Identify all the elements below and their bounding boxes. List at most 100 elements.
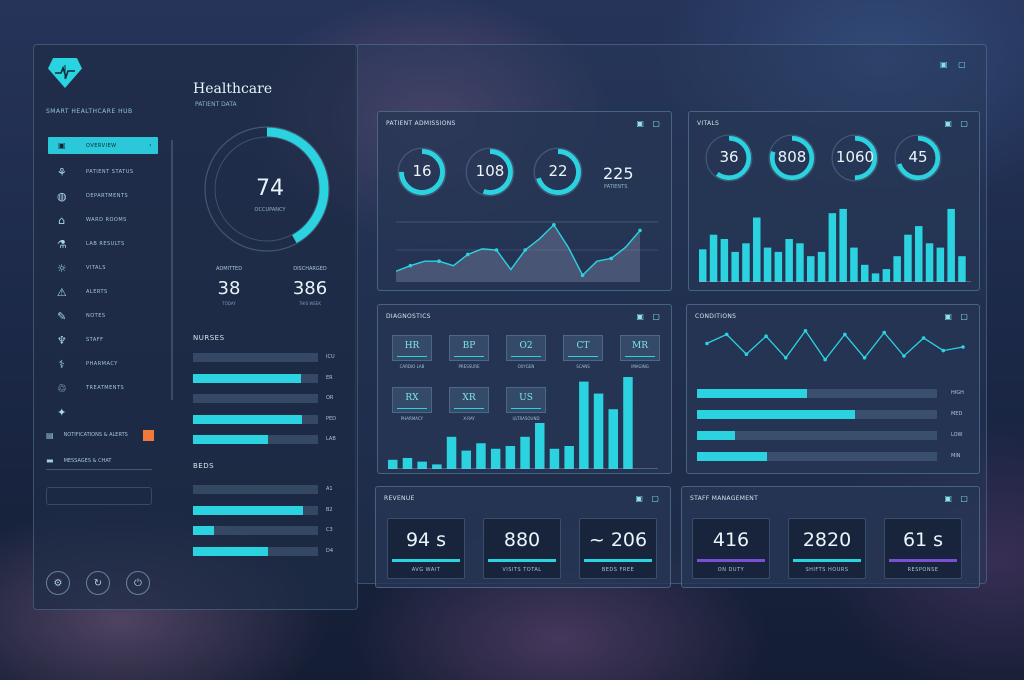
admitted-caption: ADMITTED	[215, 266, 243, 272]
search-box[interactable]	[46, 487, 152, 505]
diagnostic-tile[interactable]: US	[506, 387, 546, 413]
diagnostic-tile[interactable]: BP	[449, 335, 489, 361]
beds-bar-fill	[193, 546, 268, 556]
home-icon: ⌂	[58, 213, 66, 227]
diagnostic-tile[interactable]: MR	[620, 335, 660, 361]
sidebar-item-7[interactable]: ✎ NOTES	[48, 304, 158, 328]
sidebar-item-label: LAB RESULTS	[86, 241, 125, 247]
diagnostic-tile[interactable]: O2	[506, 335, 546, 361]
notifications-item[interactable]: ▤ NOTIFICATIONS & ALERTS	[46, 428, 154, 442]
window-controls[interactable]: ▣ ▢	[940, 60, 970, 69]
diagnostics-card-icons[interactable]: ▣ ▢	[636, 312, 663, 321]
vitals-bar	[936, 247, 945, 282]
diagnostics-bar	[549, 448, 560, 469]
condition-bar	[697, 389, 937, 398]
admissions-title: PATIENT ADMISSIONS	[386, 120, 456, 127]
conditions-point	[744, 352, 749, 356]
revenue-kpi-tile[interactable]: 880 VISITS TOTAL	[483, 518, 561, 579]
revenue-kpi-tile[interactable]: ~ 206 BEDS FREE	[579, 518, 657, 579]
diagnostic-tile[interactable]: RX	[392, 387, 432, 413]
diagnostic-tile[interactable]: CT	[563, 335, 603, 361]
vitals-bar	[861, 264, 869, 282]
admissions-point	[437, 259, 441, 263]
admissions-line-chart	[396, 221, 658, 282]
diagnostic-tile-code: BP	[462, 341, 476, 351]
revenue-kpi-accent	[584, 559, 652, 562]
revenue-card-icons[interactable]: ▣ ▢	[635, 494, 662, 503]
diagnostic-tile-underline	[511, 408, 541, 409]
diagnostic-tile[interactable]: HR	[392, 335, 432, 361]
sidebar-panel	[33, 44, 358, 610]
revenue-kpi-label: AVG WAIT	[411, 567, 441, 573]
sidebar-item-0[interactable]: ▣ OVERVIEW ›	[48, 137, 158, 154]
conditions-point	[862, 356, 867, 360]
star-icon: ✦	[57, 405, 67, 419]
vitals-bar	[947, 208, 955, 282]
staff-kpi-value: 416	[712, 529, 750, 551]
diagnostic-tile-underline	[397, 408, 427, 409]
sidebar-item-6[interactable]: ⚠ ALERTS	[48, 280, 158, 304]
vitals-bar	[731, 251, 739, 282]
power-icon[interactable]: ⏻	[126, 571, 150, 595]
sidebar-item-4[interactable]: ⚗ LAB RESULTS	[48, 232, 158, 256]
diagnostics-bar	[593, 393, 604, 469]
beds-title: BEDS	[193, 462, 215, 470]
beds-bar-label: C3	[326, 527, 333, 533]
sidebar-item-11[interactable]: ✦	[48, 400, 158, 424]
staff-kpi-tile[interactable]: 61 s RESPONSE	[884, 518, 962, 579]
admissions-point	[408, 263, 413, 268]
refresh-icon[interactable]: ↻	[86, 571, 110, 595]
diagnostics-bar	[461, 450, 471, 469]
nurses-bar	[193, 435, 318, 444]
admissions-donut-arc	[535, 149, 581, 195]
staff-kpi-tile[interactable]: 416 ON DUTY	[692, 518, 770, 579]
sidebar-item-8[interactable]: ♆ STAFF	[48, 328, 158, 352]
vitals-bar	[774, 251, 783, 282]
conditions-card-icons[interactable]: ▣ ▢	[944, 312, 971, 321]
vitals-donut-arc	[832, 135, 878, 181]
sidebar-item-2[interactable]: ◍ DEPARTMENTS	[48, 184, 158, 208]
diagnostics-bar-chart	[388, 377, 658, 469]
sidebar-footer: ⚙ ↻ ⏻	[46, 571, 150, 595]
condition-bar-label: MED	[951, 411, 963, 417]
nurses-bar	[193, 394, 318, 403]
condition-bar-fill	[697, 389, 808, 398]
diagnostic-tile[interactable]: XR	[449, 387, 489, 413]
diagnostics-bar	[417, 461, 427, 469]
sidebar-item-1[interactable]: ⚘ PATIENT STATUS	[48, 160, 158, 184]
vitals-donut-value: 36	[719, 148, 739, 166]
admissions-donut	[465, 147, 515, 197]
diagnostics-bar	[564, 446, 574, 469]
diagnostic-tile-code: RX	[405, 393, 419, 403]
admissions-total: 225	[603, 164, 634, 183]
condition-bar	[697, 431, 937, 440]
page-title: Healthcare	[193, 81, 273, 97]
notification-badge	[143, 429, 154, 441]
vitals-card-icons[interactable]: ▣ ▢	[944, 119, 971, 128]
staff-kpi-tile[interactable]: 2820 SHIFTS HOURS	[788, 518, 866, 579]
condition-bar-fill	[697, 410, 856, 419]
admissions-card-icons[interactable]: ▣ ▢	[636, 119, 663, 128]
sidebar-item-label: VITALS	[86, 265, 106, 271]
sidebar-item-10[interactable]: ♲ TREATMENTS	[48, 376, 158, 400]
chat-icon: ▬	[46, 456, 54, 465]
sidebar-item-3[interactable]: ⌂ WARD ROOMS	[48, 208, 158, 232]
diagnostics-bar	[535, 423, 545, 469]
settings-icon[interactable]: ⚙	[46, 571, 70, 595]
vitals-bar	[699, 249, 707, 282]
sidebar-item-9[interactable]: ⚕ PHARMACY	[48, 352, 158, 376]
sidebar-nav: ▣ OVERVIEW › ⚘ PATIENT STATUS ◍ DEPARTMENTS ⌂ WA…	[48, 137, 158, 424]
vitals-donut	[768, 134, 816, 182]
vitals-bar-chart	[699, 208, 971, 282]
occupancy-value: 74	[256, 176, 284, 201]
sidebar-scrollbar[interactable]	[171, 140, 173, 400]
revenue-kpi-tile[interactable]: 94 s AVG WAIT	[387, 518, 465, 579]
vitals-bar	[785, 239, 793, 282]
staff-card-icons[interactable]: ▣ ▢	[944, 494, 971, 503]
vitals-bar	[720, 239, 729, 282]
revenue-kpi-label: VISITS TOTAL	[502, 567, 542, 573]
conditions-point	[764, 334, 768, 338]
sidebar-item-5[interactable]: ☼ VITALS	[48, 256, 158, 280]
messages-item[interactable]: ▬ MESSAGES & CHAT	[46, 452, 152, 470]
vitals-bar	[828, 213, 837, 282]
